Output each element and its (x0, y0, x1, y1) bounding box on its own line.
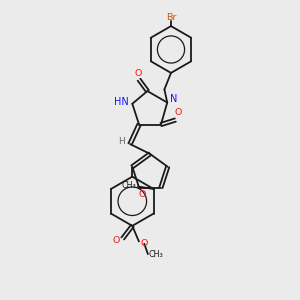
Text: H: H (118, 137, 125, 146)
Text: CH₃: CH₃ (122, 182, 136, 190)
Text: O: O (175, 108, 182, 117)
Text: O: O (139, 190, 146, 199)
Text: N: N (170, 94, 178, 104)
Text: CH₃: CH₃ (149, 250, 164, 260)
Text: O: O (141, 239, 148, 248)
Text: Br: Br (167, 13, 177, 22)
Text: HN: HN (114, 97, 129, 107)
Text: O: O (112, 236, 120, 245)
Text: O: O (134, 69, 142, 78)
